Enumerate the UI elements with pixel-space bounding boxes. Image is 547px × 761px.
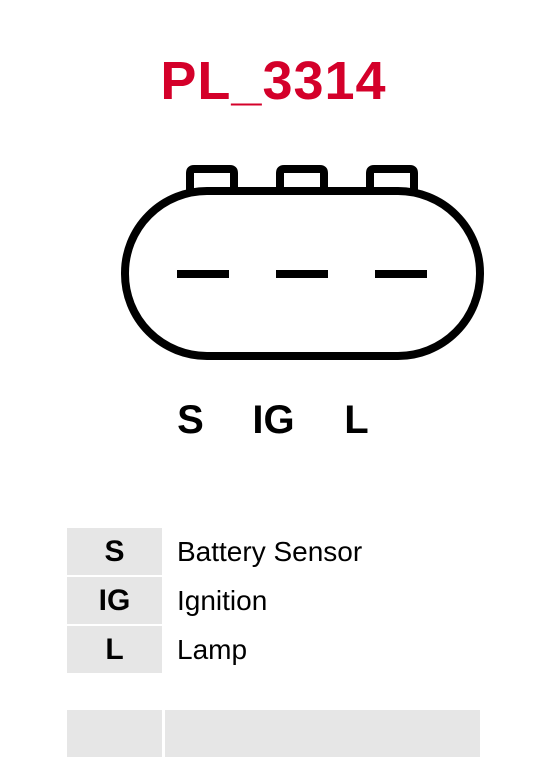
bottom-bar [67,710,480,757]
legend-row: IG Ignition [67,577,480,624]
legend-row: L Lamp [67,626,480,673]
connector-diagram [115,155,495,385]
legend-key-ig: IG [67,577,162,624]
legend-key-l: L [67,626,162,673]
legend-value-s: Battery Sensor [162,536,480,568]
pin-label-s: S [166,398,216,443]
legend-value-ig: Ignition [162,585,480,617]
connector-part-number: PL_3314 [0,50,547,112]
legend-key-s: S [67,528,162,575]
connector-pin-1 [177,270,229,278]
bottom-bar-right [165,710,480,757]
connector-pin-2 [276,270,328,278]
pin-label-ig: IG [244,398,304,443]
legend-row: S Battery Sensor [67,528,480,575]
pin-labels-row: S IG L [0,398,547,443]
connector-pin-3 [375,270,427,278]
pin-label-l: L [332,398,382,443]
bottom-bar-left [67,710,162,757]
title-text: PL_3314 [160,51,386,111]
legend-table: S Battery Sensor IG Ignition L Lamp [67,528,480,675]
legend-value-l: Lamp [162,634,480,666]
